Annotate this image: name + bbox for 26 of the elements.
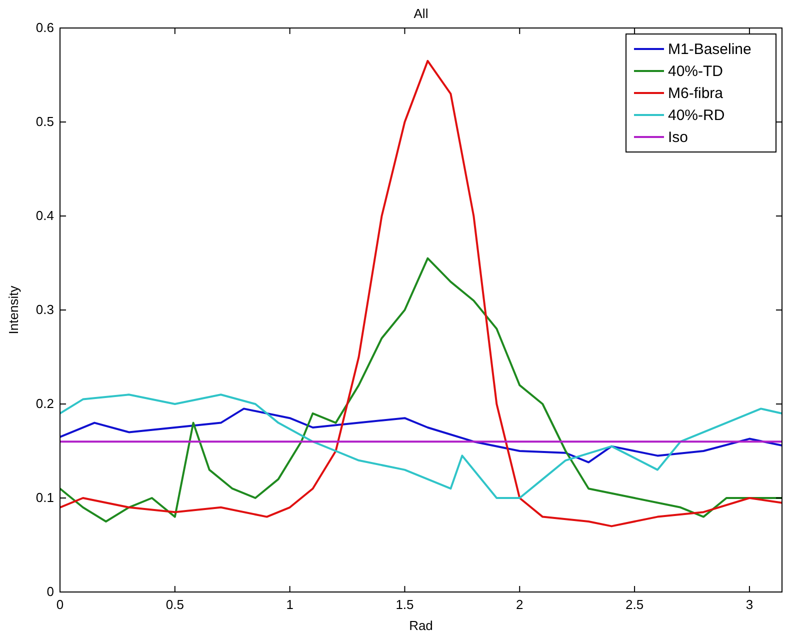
x-tick-label: 2.5 <box>626 597 644 612</box>
legend-label: 40%-TD <box>668 63 724 80</box>
line-series <box>60 257 782 522</box>
y-tick-label: 0.1 <box>36 490 54 505</box>
y-tick-label: 0.4 <box>36 208 54 223</box>
x-tick-label: 1.5 <box>396 597 414 612</box>
x-axis-title: Rad <box>409 618 433 633</box>
y-tick-label: 0.6 <box>36 20 54 35</box>
x-tick-label: 3 <box>746 597 754 612</box>
legend-label: M6-fibra <box>668 85 724 102</box>
x-tick-label: 0.5 <box>166 597 184 612</box>
legend-label: 40%-RD <box>668 107 725 124</box>
legend-label: M1-Baseline <box>668 41 752 58</box>
line-series <box>60 408 782 464</box>
x-tick-label: 1 <box>286 597 294 612</box>
legend-label: Iso <box>668 129 688 146</box>
y-tick-label: 0.5 <box>36 114 54 129</box>
chart-title: All <box>414 6 428 21</box>
y-tick-label: 0 <box>46 584 54 599</box>
y-axis-title: Intensity <box>6 285 21 334</box>
y-tick-label: 0.3 <box>36 302 54 317</box>
line-series <box>60 394 782 499</box>
line-series <box>60 60 782 528</box>
x-tick-label: 0 <box>56 597 64 612</box>
x-tick-label: 2 <box>516 597 524 612</box>
y-tick-label: 0.2 <box>36 396 54 411</box>
